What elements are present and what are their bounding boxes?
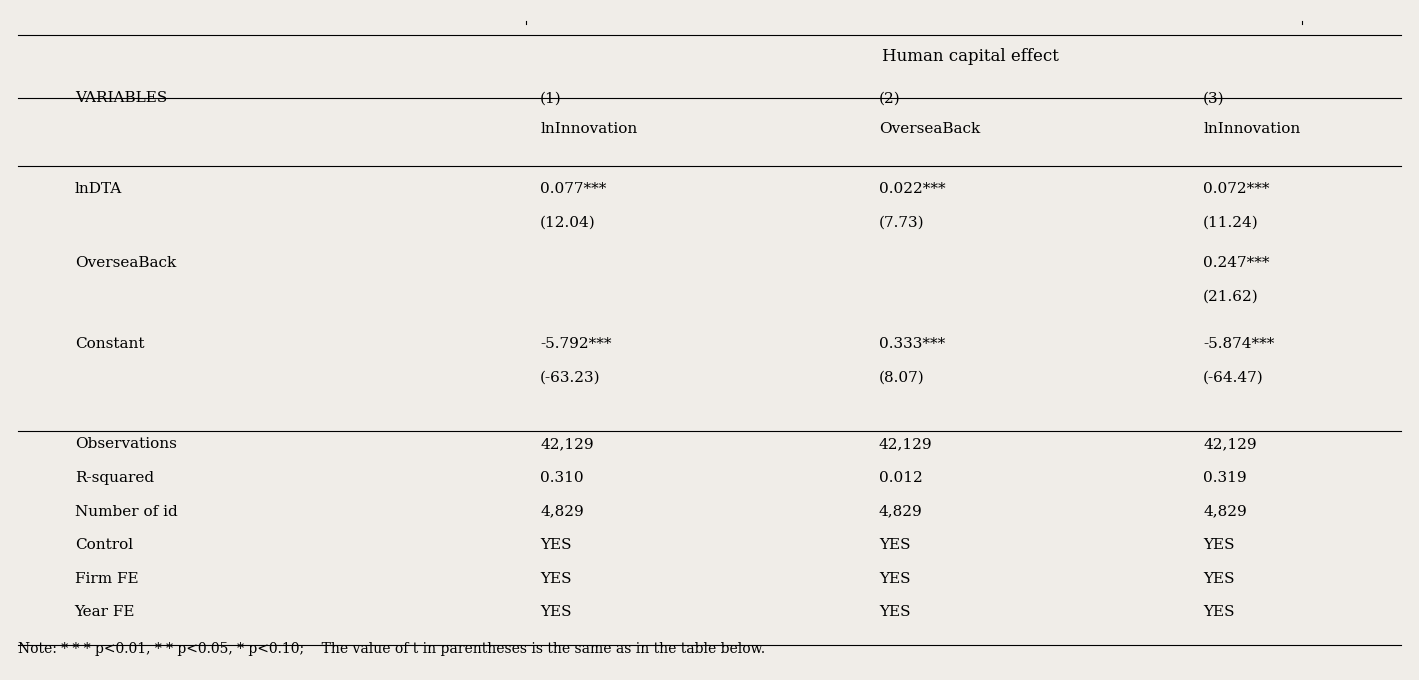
Text: Number of id: Number of id bbox=[75, 505, 177, 519]
Text: (7.73): (7.73) bbox=[878, 216, 924, 230]
Text: YES: YES bbox=[541, 538, 572, 552]
Text: YES: YES bbox=[541, 572, 572, 585]
Text: lnInnovation: lnInnovation bbox=[541, 122, 637, 136]
Text: Human capital effect: Human capital effect bbox=[883, 48, 1059, 65]
Text: 0.072***: 0.072*** bbox=[1203, 182, 1270, 196]
Text: 42,129: 42,129 bbox=[878, 437, 932, 452]
Text: YES: YES bbox=[541, 605, 572, 619]
Text: 0.333***: 0.333*** bbox=[878, 337, 945, 351]
Text: (1): (1) bbox=[541, 92, 562, 105]
Text: Firm FE: Firm FE bbox=[75, 572, 138, 585]
Text: R-squared: R-squared bbox=[75, 471, 153, 485]
Text: 0.247***: 0.247*** bbox=[1203, 256, 1270, 270]
Text: (8.07): (8.07) bbox=[878, 370, 925, 384]
Text: (-63.23): (-63.23) bbox=[541, 370, 600, 384]
Text: (2): (2) bbox=[878, 92, 901, 105]
Text: YES: YES bbox=[1203, 572, 1235, 585]
Text: 0.077***: 0.077*** bbox=[541, 182, 606, 196]
Text: lnInnovation: lnInnovation bbox=[1203, 122, 1300, 136]
Text: (3): (3) bbox=[1203, 92, 1225, 105]
Text: (11.24): (11.24) bbox=[1203, 216, 1259, 230]
Text: YES: YES bbox=[878, 605, 910, 619]
Text: YES: YES bbox=[878, 538, 910, 552]
Text: 42,129: 42,129 bbox=[541, 437, 593, 452]
Text: 42,129: 42,129 bbox=[1203, 437, 1257, 452]
Text: YES: YES bbox=[1203, 605, 1235, 619]
Text: YES: YES bbox=[1203, 538, 1235, 552]
Text: Year FE: Year FE bbox=[75, 605, 135, 619]
Text: VARIABLES: VARIABLES bbox=[75, 92, 167, 105]
Text: OverseaBack: OverseaBack bbox=[878, 122, 981, 136]
Text: Note: * * * p<0.01, * * p<0.05, * p<0.10;    The value of t in parentheses is th: Note: * * * p<0.01, * * p<0.05, * p<0.10… bbox=[18, 642, 765, 656]
Text: 4,829: 4,829 bbox=[878, 505, 922, 519]
Text: lnDTA: lnDTA bbox=[75, 182, 122, 196]
Text: 0.310: 0.310 bbox=[541, 471, 583, 485]
Text: Observations: Observations bbox=[75, 437, 176, 452]
Text: 0.319: 0.319 bbox=[1203, 471, 1247, 485]
Text: (12.04): (12.04) bbox=[541, 216, 596, 230]
Text: Control: Control bbox=[75, 538, 133, 552]
Text: (-64.47): (-64.47) bbox=[1203, 370, 1264, 384]
Text: 4,829: 4,829 bbox=[541, 505, 585, 519]
Text: -5.874***: -5.874*** bbox=[1203, 337, 1274, 351]
Text: -5.792***: -5.792*** bbox=[541, 337, 612, 351]
Text: Constant: Constant bbox=[75, 337, 145, 351]
Text: (21.62): (21.62) bbox=[1203, 290, 1259, 304]
Text: 4,829: 4,829 bbox=[1203, 505, 1247, 519]
Text: 0.012: 0.012 bbox=[878, 471, 922, 485]
Text: 0.022***: 0.022*** bbox=[878, 182, 945, 196]
Text: OverseaBack: OverseaBack bbox=[75, 256, 176, 270]
Text: YES: YES bbox=[878, 572, 910, 585]
